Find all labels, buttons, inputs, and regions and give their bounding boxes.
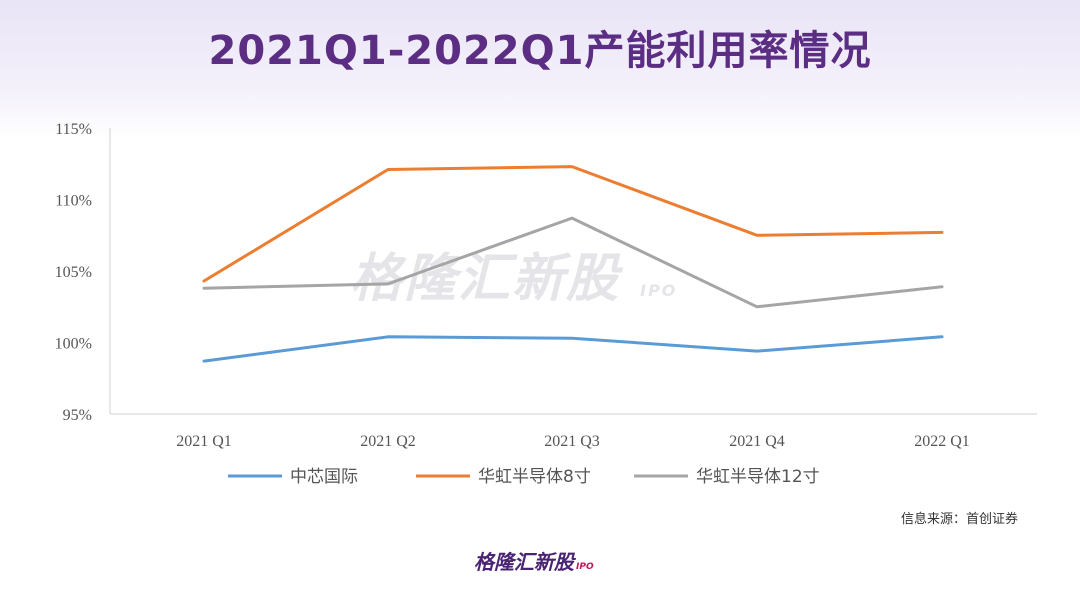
- series-line-3: [202, 216, 944, 309]
- y-tick-label: 95%: [63, 407, 92, 424]
- logo-text: 格隆汇新股: [474, 550, 574, 574]
- x-tick-labels: 2021 Q1 2021 Q2 2021 Q3 2021 Q4 2022 Q1: [176, 433, 970, 450]
- y-tick-label: 110%: [55, 193, 92, 210]
- source-note: 信息来源：首创证券: [900, 512, 1018, 527]
- watermark-suffix: IPO: [640, 281, 678, 300]
- y-tick-label: 115%: [55, 121, 92, 138]
- watermark: 格隆汇新股 IPO: [350, 236, 677, 311]
- legend: 中芯国际 华虹半导体8寸 华虹半导体12寸: [228, 467, 820, 487]
- legend-label-1: 中芯国际: [290, 467, 358, 487]
- watermark-text: 格隆汇新股: [350, 249, 621, 309]
- x-tick-label: 2022 Q1: [914, 433, 970, 450]
- y-tick-label: 105%: [55, 264, 92, 281]
- series-lines: [202, 165, 944, 363]
- x-tick-label: 2021 Q1: [176, 433, 232, 450]
- x-tick-label: 2021 Q3: [544, 433, 600, 450]
- chart-title: 2021Q1-2022Q1产能利用率情况: [208, 28, 872, 74]
- y-tick-labels: 95% 100% 105% 110% 115%: [55, 121, 92, 424]
- logo-suffix: IPO: [576, 562, 594, 572]
- chart-axes: [109, 128, 1037, 415]
- x-tick-label: 2021 Q4: [729, 433, 785, 450]
- legend-label-2: 华虹半导体8寸: [478, 467, 591, 487]
- y-tick-label: 100%: [55, 336, 92, 353]
- legend-label-3: 华虹半导体12寸: [696, 467, 820, 487]
- brand-logo: 格隆汇新股 IPO: [474, 546, 594, 575]
- series-line-1: [202, 335, 944, 363]
- series-line-2: [202, 165, 944, 283]
- x-tick-label: 2021 Q2: [360, 433, 416, 450]
